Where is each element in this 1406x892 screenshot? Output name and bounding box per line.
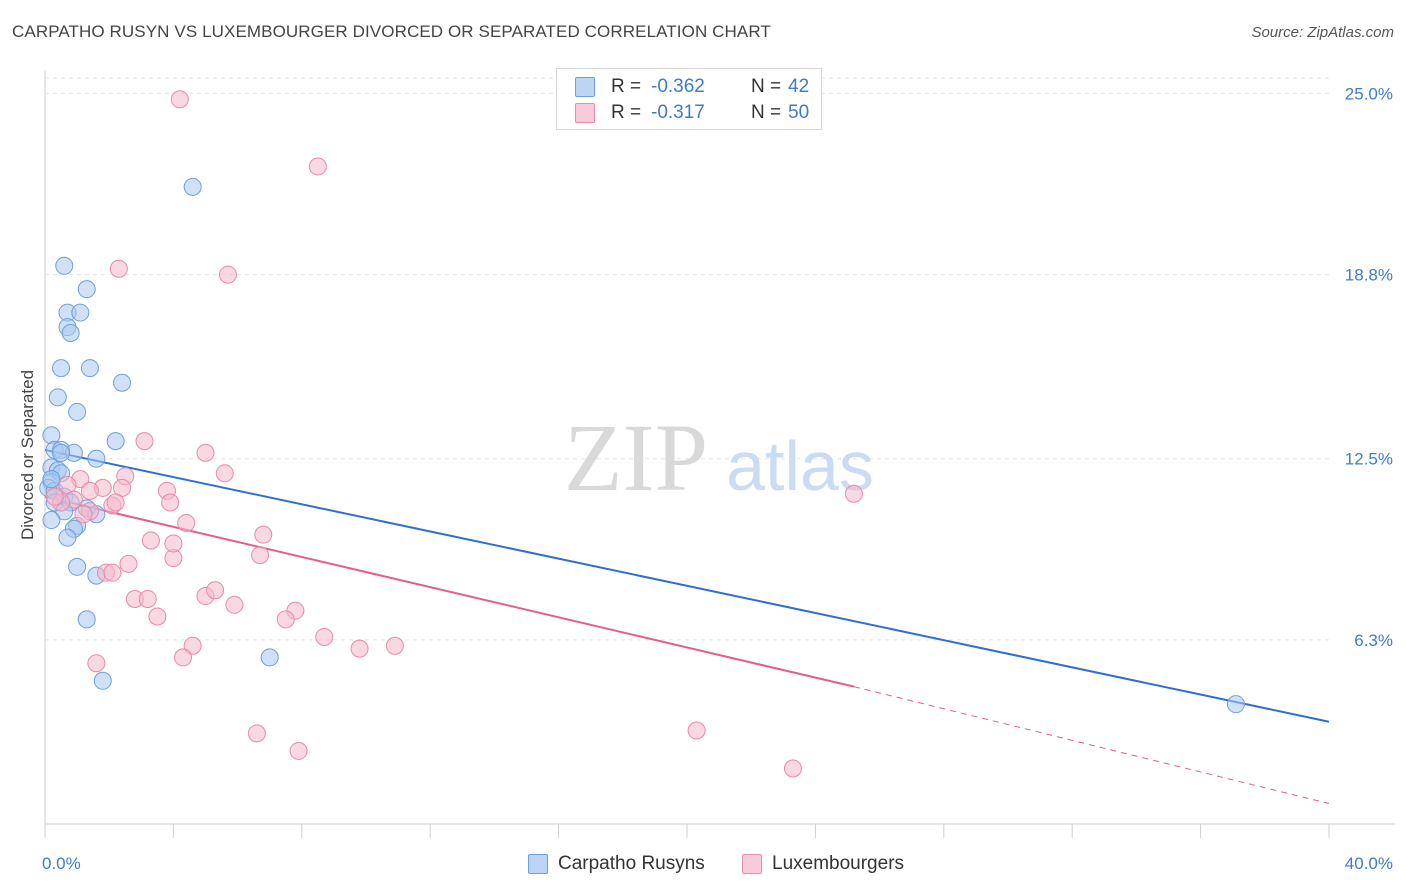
luxembourger-point	[254, 525, 273, 544]
luxembourger-point	[350, 639, 369, 658]
legend-n-label: N =	[751, 102, 782, 123]
bottom-legend-label: Luxembourgers	[772, 853, 905, 874]
luxembourger-point	[783, 759, 802, 778]
legend-n-value: 50	[788, 102, 810, 123]
carpatho-rusyn-point	[42, 511, 61, 530]
carpatho-rusyn-point	[68, 402, 87, 421]
grid-lines	[45, 77, 1329, 641]
luxembourger-point	[103, 563, 122, 582]
y-tick-label: 12.5%	[1345, 450, 1393, 469]
luxembourger-point	[164, 534, 183, 553]
luxembourger-point	[109, 259, 128, 278]
luxembourger-point	[206, 581, 225, 600]
carpatho-rusyn-point	[48, 388, 67, 407]
watermark-zip: ZIP	[564, 404, 708, 511]
carpatho-rusyn-point	[52, 359, 71, 378]
luxembourger-point	[148, 607, 167, 626]
carpatho-rusyn-point	[61, 324, 80, 343]
carpatho-rusyn-point	[42, 470, 61, 489]
luxembourger-point	[135, 432, 154, 451]
chart-title: CARPATHO RUSYN VS LUXEMBOURGER DIVORCED …	[12, 22, 771, 41]
carpatho-rusyn-point	[93, 671, 112, 690]
y-tick-label: 18.8%	[1345, 266, 1393, 285]
luxembourger-point	[161, 493, 180, 512]
stats-legend: R = -0.362 N = 42 R = -0.317 N = 50	[556, 68, 822, 130]
bottom-legend-swatch-blue	[528, 854, 548, 874]
luxembourger-point	[308, 157, 327, 176]
carpatho-rusyn-point	[77, 610, 96, 629]
legend-r-label: R =	[611, 102, 642, 123]
luxembourger-point	[174, 648, 193, 667]
carpatho-rusyn-point	[80, 359, 99, 378]
luxembourger-trend-extension	[853, 686, 1330, 805]
carpatho-rusyn-point	[77, 280, 96, 299]
carpatho-rusyn-point	[183, 177, 202, 196]
legend-r-value: -0.362	[651, 76, 705, 97]
x-tick-label-min: 0.0%	[42, 854, 81, 873]
luxembourger-point	[80, 481, 99, 500]
luxembourger-point	[183, 636, 202, 655]
luxembourger-point	[87, 654, 106, 673]
carpatho-rusyn-point	[1226, 695, 1245, 714]
luxembourger-point	[74, 505, 93, 524]
carpatho-rusyn-point	[106, 432, 125, 451]
luxembourger-point	[251, 546, 270, 565]
legend-n-label: N =	[751, 76, 782, 97]
luxembourger-point	[177, 513, 196, 532]
legend-r-label: R =	[611, 76, 642, 97]
legend-r-value: -0.317	[651, 102, 705, 123]
carpatho-rusyn-point	[87, 449, 106, 468]
carpatho-rusyn-point	[52, 443, 71, 462]
luxembourger-point	[315, 627, 334, 646]
luxembourger-point	[170, 90, 189, 109]
carpatho-rusyn-point	[260, 648, 279, 667]
carpatho-rusyn-point	[68, 557, 87, 576]
tick-labels: 6.3% 12.5% 18.8% 25.0% 0.0% 40.0%	[42, 84, 1393, 873]
luxembourger-point	[289, 741, 308, 760]
y-tick-label: 25.0%	[1345, 84, 1393, 103]
luxembourger-point	[215, 464, 234, 483]
source-label: Source: ZipAtlas.com	[1251, 24, 1394, 41]
carpatho-rusyn-point	[71, 303, 90, 322]
luxembourger-point	[385, 636, 404, 655]
luxembourger-point	[844, 484, 863, 503]
carpatho-rusyn-point	[55, 256, 74, 275]
carpatho-rusyn-point	[113, 373, 132, 392]
luxembourger-point	[687, 721, 706, 740]
x-tick-label-max: 40.0%	[1345, 854, 1393, 873]
luxembourger-trend-line	[44, 495, 855, 688]
carpatho-rusyn-point	[42, 426, 61, 445]
luxembourger-point	[138, 589, 157, 608]
legend-n-value: 42	[788, 76, 810, 97]
bottom-legend-label: Carpatho Rusyns	[558, 853, 705, 874]
legend-swatch-pink	[575, 103, 595, 123]
luxembourger-point	[247, 724, 266, 743]
luxembourger-point	[196, 443, 215, 462]
legend-swatch-blue	[575, 77, 595, 97]
carpatho-rusyn-trend-line	[44, 448, 1330, 723]
luxembourger-point	[45, 487, 64, 506]
bottom-legend-swatch-pink	[742, 854, 762, 874]
y-tick-label: 6.3%	[1354, 631, 1393, 650]
axes	[44, 70, 1395, 838]
luxembourger-point	[276, 610, 295, 629]
luxembourger-point	[218, 265, 237, 284]
luxembourger-point	[106, 493, 125, 512]
carpatho-rusyn-point	[58, 528, 77, 547]
watermark: ZIP atlas	[564, 404, 874, 511]
luxembourger-point	[119, 554, 138, 573]
luxembourger-point	[225, 595, 244, 614]
data-points	[39, 90, 1245, 778]
luxembourger-point	[141, 531, 160, 550]
